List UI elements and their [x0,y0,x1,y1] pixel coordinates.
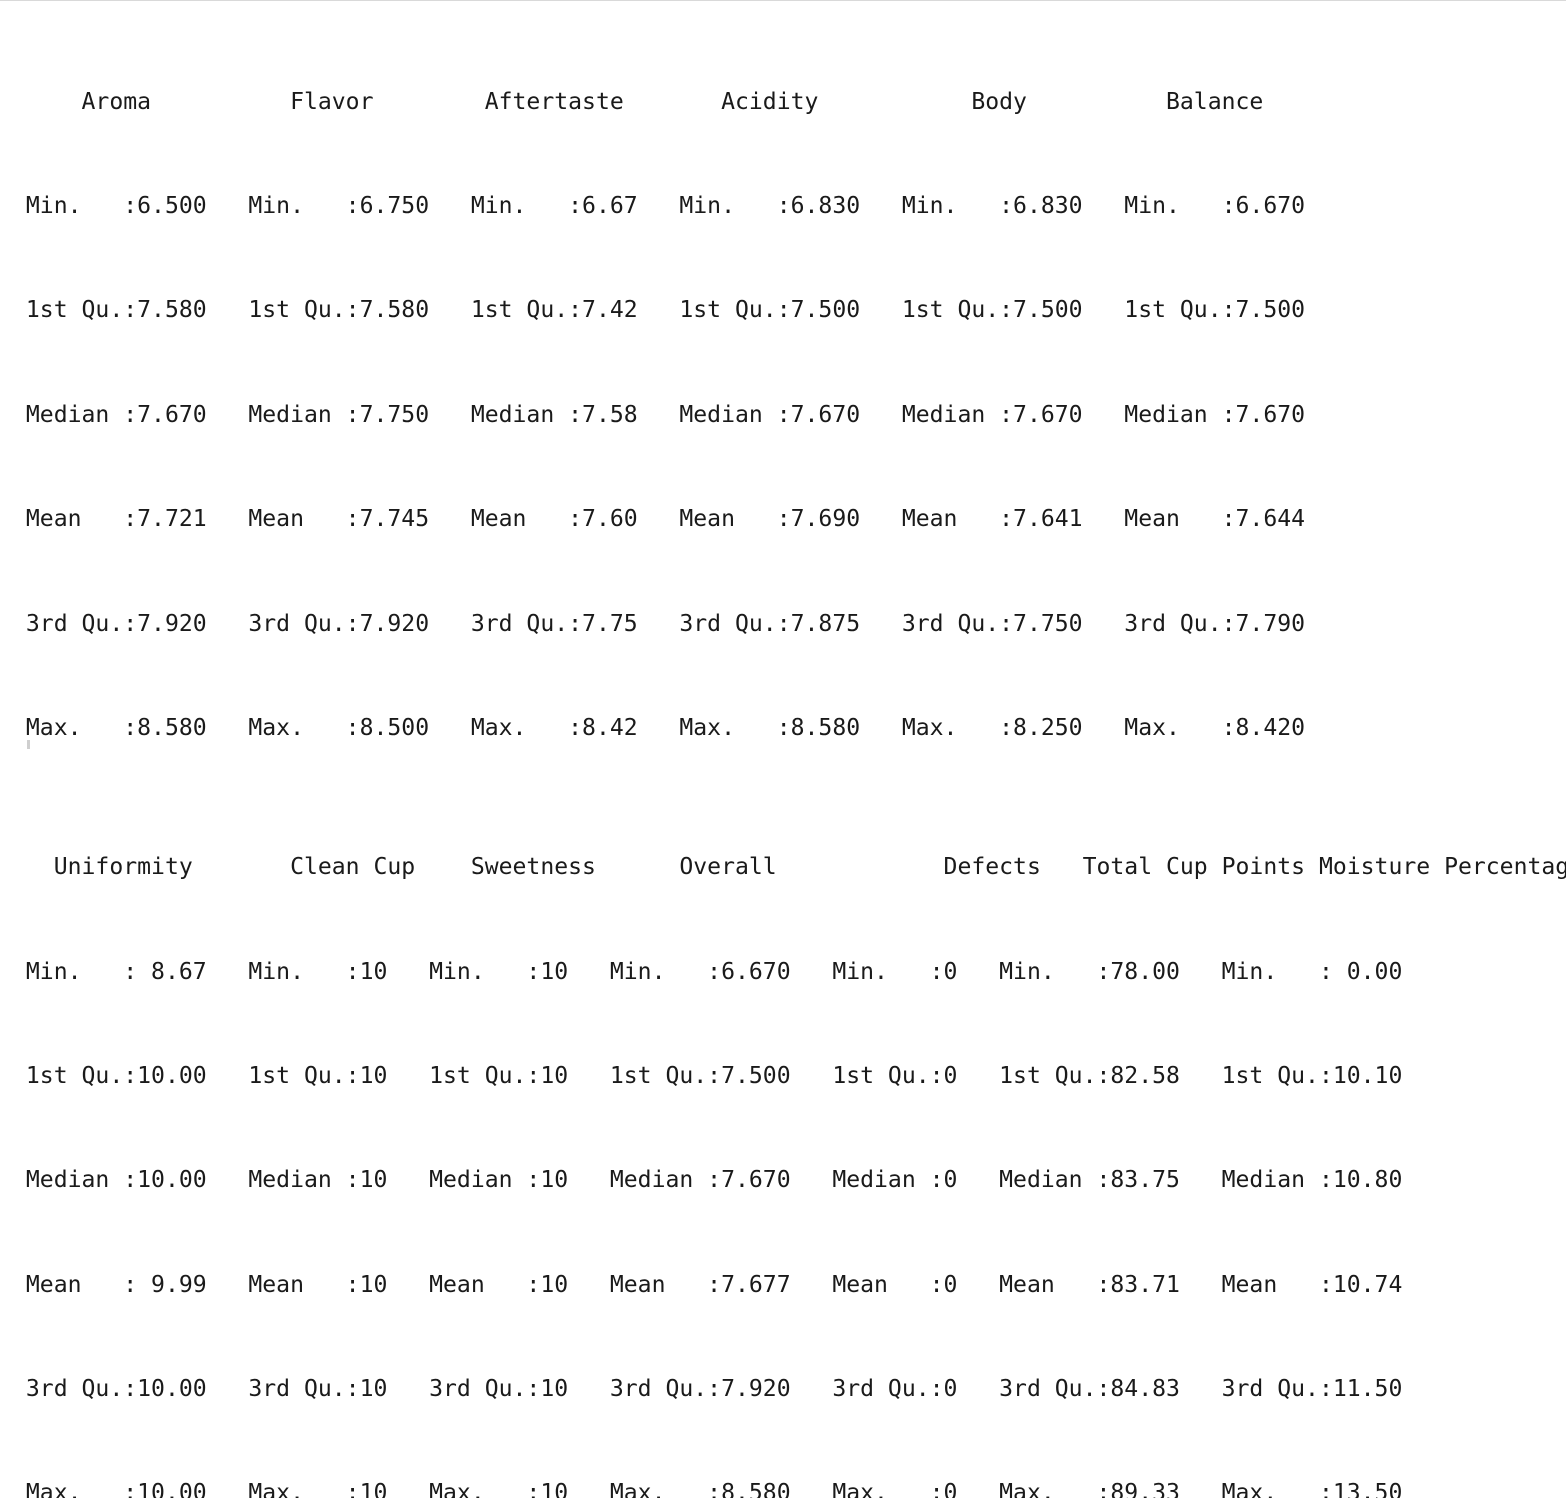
summary-stat-row: 3rd Qu.:10.00 3rd Qu.:10 3rd Qu.:10 3rd … [12,1376,1458,1403]
summary-stat-row: Min. :6.500 Min. :6.750 Min. :6.67 Min. … [12,192,1333,219]
r-console-output: Aroma Flavor Aftertaste Acidity Body Bal… [12,15,1566,1498]
text-cursor [27,740,30,749]
summary-stat-row: Max. :10.00 Max. :10 Max. :10 Max. :8.58… [12,1480,1458,1498]
summary-header-row: Uniformity Clean Cup Sweetness Overall D… [12,854,1566,881]
summary-stat-row: Max. :8.580 Max. :8.500 Max. :8.42 Max. … [12,714,1333,741]
summary-stat-row: Min. : 8.67 Min. :10 Min. :10 Min. :6.67… [12,958,1458,985]
summary-stat-row: 1st Qu.:7.580 1st Qu.:7.580 1st Qu.:7.42… [12,297,1333,324]
summary-stat-row: 3rd Qu.:7.920 3rd Qu.:7.920 3rd Qu.:7.75… [12,610,1333,637]
console-top-border [0,0,1566,1]
summary-stat-row: Median :10.00 Median :10 Median :10 Medi… [12,1167,1458,1194]
summary-header-row: Aroma Flavor Aftertaste Acidity Body Bal… [12,88,1333,115]
summary-stat-row: Mean :7.721 Mean :7.745 Mean :7.60 Mean … [12,506,1333,533]
summary-stat-row: Mean : 9.99 Mean :10 Mean :10 Mean :7.67… [12,1271,1458,1298]
summary-stat-row: Median :7.670 Median :7.750 Median :7.58… [12,401,1333,428]
summary-stat-row: 1st Qu.:10.00 1st Qu.:10 1st Qu.:10 1st … [12,1062,1458,1089]
